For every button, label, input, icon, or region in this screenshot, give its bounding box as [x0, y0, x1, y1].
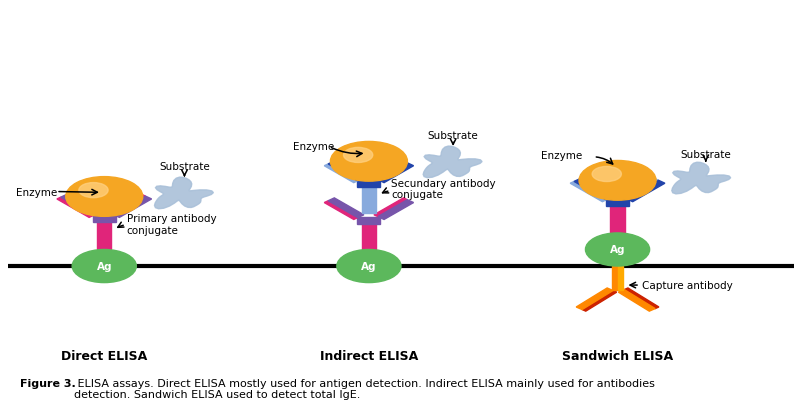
Polygon shape: [374, 161, 407, 180]
Text: Indirect ELISA: Indirect ELISA: [320, 349, 418, 362]
Text: Sandwich ELISA: Sandwich ELISA: [562, 349, 673, 362]
Text: Direct ELISA: Direct ELISA: [61, 349, 148, 362]
Polygon shape: [378, 164, 414, 183]
Text: Substrate: Substrate: [427, 131, 479, 141]
Text: Enzyme: Enzyme: [541, 151, 582, 161]
Bar: [358, 181, 380, 188]
Polygon shape: [378, 200, 414, 220]
Circle shape: [79, 183, 108, 198]
Bar: [362, 184, 369, 214]
Polygon shape: [57, 198, 93, 218]
Circle shape: [337, 250, 401, 283]
Text: Figure 3.: Figure 3.: [20, 378, 76, 388]
Text: Capture antibody: Capture antibody: [642, 280, 732, 290]
Circle shape: [592, 167, 622, 182]
Text: Ag: Ag: [610, 245, 626, 255]
Polygon shape: [328, 161, 364, 181]
Polygon shape: [570, 182, 606, 202]
Polygon shape: [574, 179, 613, 200]
Circle shape: [330, 142, 407, 182]
Bar: [362, 221, 369, 251]
Polygon shape: [626, 181, 665, 202]
Bar: [93, 216, 115, 222]
Polygon shape: [109, 195, 145, 215]
Polygon shape: [155, 178, 213, 209]
Bar: [606, 200, 629, 206]
Text: ELISA assays. Direct ELISA mostly used for antigen detection. Indirect ELISA mai: ELISA assays. Direct ELISA mostly used f…: [74, 378, 654, 399]
Text: Ag: Ag: [361, 261, 377, 271]
Polygon shape: [672, 163, 731, 195]
Bar: [369, 184, 376, 214]
Polygon shape: [622, 179, 658, 199]
Circle shape: [343, 148, 373, 163]
Bar: [104, 219, 111, 250]
Bar: [610, 203, 618, 234]
Polygon shape: [324, 201, 358, 220]
Text: Ag: Ag: [96, 261, 112, 271]
Bar: [612, 266, 618, 290]
Polygon shape: [328, 198, 364, 218]
Polygon shape: [61, 195, 99, 216]
Polygon shape: [576, 288, 613, 310]
Polygon shape: [624, 288, 659, 309]
Circle shape: [72, 250, 136, 283]
Bar: [369, 221, 376, 251]
Polygon shape: [374, 198, 407, 217]
Bar: [358, 218, 380, 224]
Bar: [618, 266, 623, 290]
Text: Primary antibody
conjugate: Primary antibody conjugate: [127, 214, 217, 235]
Circle shape: [66, 177, 143, 217]
Circle shape: [585, 233, 650, 266]
Polygon shape: [582, 291, 617, 311]
Circle shape: [579, 161, 656, 201]
Text: Substrate: Substrate: [680, 150, 731, 159]
Polygon shape: [324, 164, 358, 183]
Polygon shape: [113, 197, 152, 218]
Polygon shape: [618, 290, 655, 311]
Bar: [97, 219, 104, 250]
Text: Enzyme: Enzyme: [16, 187, 57, 197]
Bar: [618, 203, 625, 234]
Text: Enzyme: Enzyme: [293, 141, 334, 151]
Text: Substrate: Substrate: [159, 162, 210, 172]
Polygon shape: [423, 147, 482, 178]
Text: Secundary antibody
conjugate: Secundary antibody conjugate: [391, 178, 496, 200]
